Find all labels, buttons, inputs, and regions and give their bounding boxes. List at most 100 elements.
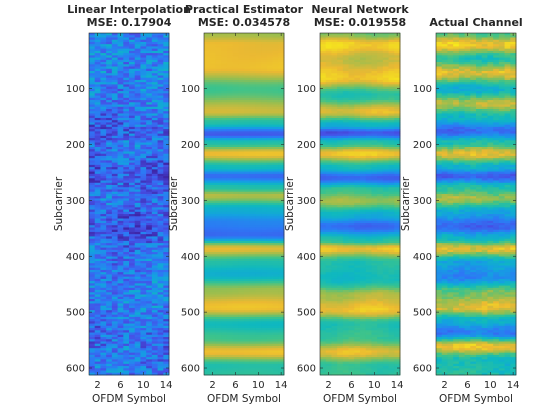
heatmap-cell: [140, 73, 147, 76]
heatmap-cell: [146, 79, 153, 83]
heatmap-cell: [151, 263, 158, 266]
heatmap-cell: [331, 66, 338, 70]
heatmap-cell: [360, 109, 367, 112]
heatmap-cell: [388, 88, 395, 92]
heatmap-cell: [111, 196, 118, 199]
heatmap-cell: [146, 299, 153, 302]
heatmap-cell: [238, 106, 245, 110]
heatmap-cell: [134, 71, 141, 74]
heatmap-cell: [140, 223, 147, 226]
heatmap-cell: [100, 209, 107, 213]
heatmap-cell: [238, 211, 245, 215]
heatmap-cell: [272, 292, 279, 295]
heatmap-cell: [266, 144, 273, 148]
heatmap-cell: [226, 129, 233, 132]
heatmap-cell: [232, 307, 239, 311]
heatmap-cell: [140, 35, 147, 38]
heatmap-cell: [111, 330, 118, 333]
heatmap-cell: [94, 361, 101, 365]
heatmap-cell: [325, 124, 332, 128]
heatmap-cell: [106, 337, 113, 340]
heatmap-cell: [140, 187, 147, 190]
heatmap-cell: [151, 88, 158, 92]
heatmap-cell: [89, 254, 96, 257]
heatmap-cell: [89, 216, 96, 219]
heatmap-cell: [129, 77, 136, 81]
heatmap-cell: [337, 102, 344, 105]
heatmap-cell: [209, 200, 216, 204]
heatmap-cell: [266, 182, 273, 186]
heatmap-cell: [226, 249, 233, 253]
heatmap-cell: [106, 160, 113, 164]
heatmap-cell: [204, 75, 211, 79]
heatmap-cell: [204, 312, 211, 316]
heatmap-cell: [100, 305, 107, 309]
heatmap-cell: [266, 281, 273, 284]
heatmap-cell: [215, 218, 222, 222]
heatmap-cell: [215, 120, 222, 123]
heatmap-cell: [163, 84, 170, 88]
heatmap-cell: [249, 77, 256, 81]
heatmap-cell: [266, 171, 273, 175]
heatmap-cell: [272, 305, 279, 309]
heatmap-cell: [146, 71, 153, 74]
heatmap-cell: [146, 171, 153, 175]
heatmap-cell: [320, 59, 327, 63]
heatmap-cell: [238, 325, 245, 329]
heatmap-cell: [226, 372, 233, 376]
heatmap-cell: [215, 193, 222, 197]
heatmap-cell: [278, 77, 285, 81]
heatmap-cell: [204, 178, 211, 181]
heatmap-cell: [266, 269, 273, 273]
heatmap-cell: [238, 220, 245, 224]
heatmap-cell: [134, 149, 141, 152]
heatmap-cell: [255, 189, 262, 193]
heatmap-cell: [123, 162, 130, 166]
heatmap-cell: [123, 126, 130, 130]
heatmap-cell: [348, 91, 355, 94]
heatmap-cell: [238, 299, 245, 302]
heatmap-cell: [111, 366, 118, 369]
heatmap-cell: [129, 301, 136, 304]
heatmap-cell: [111, 182, 118, 186]
heatmap-cell: [226, 238, 233, 242]
heatmap-cell: [146, 216, 153, 219]
heatmap-cell: [117, 167, 124, 170]
heatmap-cell: [226, 231, 233, 235]
heatmap-cell: [244, 142, 251, 146]
heatmap-cell: [94, 334, 101, 338]
heatmap-cell: [348, 50, 355, 54]
heatmap-cell: [382, 91, 389, 94]
heatmap-cell: [106, 84, 113, 88]
heatmap-cell: [244, 111, 251, 114]
heatmap-cell: [94, 104, 101, 108]
heatmap-cell: [209, 292, 216, 295]
heatmap-cell: [278, 120, 285, 123]
heatmap-cell: [163, 211, 170, 215]
heatmap-cell: [320, 113, 327, 117]
heatmap-cell: [244, 287, 251, 291]
heatmap-cell: [140, 343, 147, 347]
heatmap-cell: [117, 178, 124, 181]
heatmap-cell: [140, 249, 147, 253]
heatmap-cell: [221, 135, 228, 139]
heatmap-cell: [106, 287, 113, 291]
heatmap-cell: [278, 240, 285, 244]
heatmap-cell: [215, 292, 222, 295]
heatmap-cell: [111, 307, 118, 311]
heatmap-cell: [226, 276, 233, 280]
heatmap-cell: [94, 115, 101, 119]
heatmap-cell: [238, 281, 245, 284]
heatmap-cell: [331, 111, 338, 114]
heatmap-cell: [215, 79, 222, 83]
heatmap-cell: [249, 104, 256, 108]
heatmap-cell: [163, 95, 170, 99]
heatmap-cell: [226, 84, 233, 88]
heatmap-cell: [140, 180, 147, 184]
heatmap-cell: [215, 256, 222, 260]
heatmap-cell: [221, 238, 228, 242]
heatmap-cell: [266, 113, 273, 117]
heatmap-cell: [215, 272, 222, 275]
heatmap-cell: [238, 176, 245, 179]
heatmap-cell: [129, 218, 136, 222]
